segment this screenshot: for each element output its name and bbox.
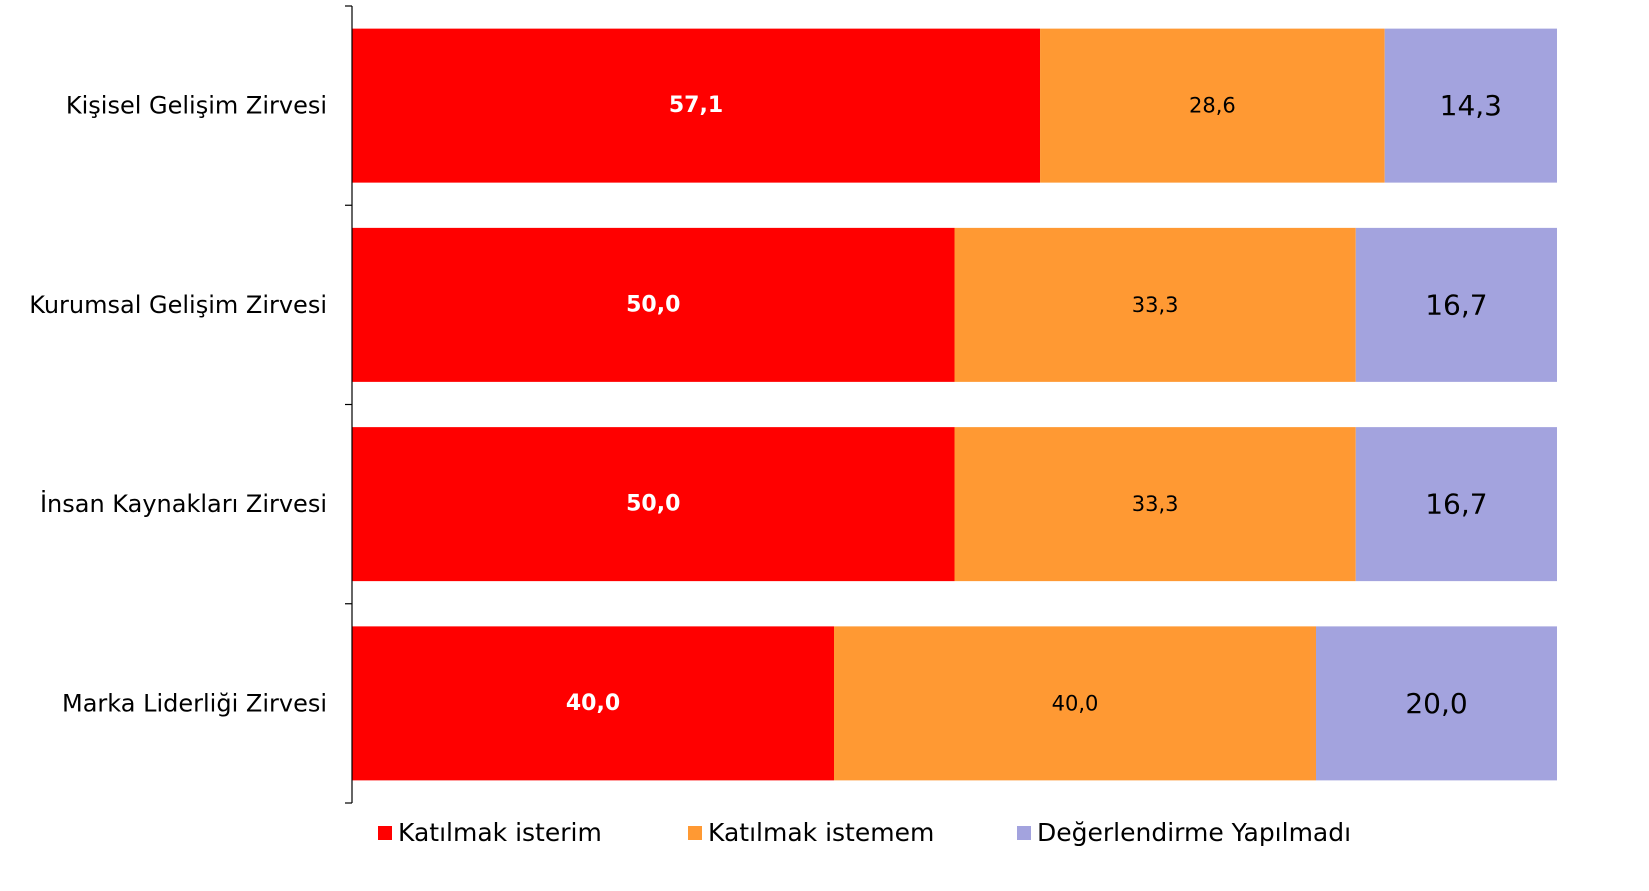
data-label: 40,0 xyxy=(1052,691,1099,715)
bar-3-row-4 xyxy=(1316,626,1557,781)
legend-item: Değerlendirme Yapılmadı xyxy=(1017,818,1351,848)
category-label: Marka Liderliği Zirvesi xyxy=(62,689,327,717)
bar-1-row-1 xyxy=(352,28,1041,183)
legend-item: Katılmak istemem xyxy=(688,818,934,848)
bar-3-row-3 xyxy=(1355,427,1557,582)
data-label: 50,0 xyxy=(626,292,680,317)
legend-swatch xyxy=(378,826,392,840)
legend-swatch xyxy=(1017,826,1031,840)
data-label: 14,3 xyxy=(1440,89,1502,122)
category-label: Kurumsal Gelişim Zirvesi xyxy=(29,291,327,319)
bar-2-row-1 xyxy=(1040,28,1385,183)
data-label: 20,0 xyxy=(1405,687,1467,720)
legend-label: Katılmak isterim xyxy=(398,818,602,847)
legend-label: Katılmak istemem xyxy=(708,818,935,847)
data-label: 33,3 xyxy=(1132,492,1179,516)
bar-1-row-3 xyxy=(352,427,955,582)
bar-1-row-4 xyxy=(352,626,834,781)
data-label: 40,0 xyxy=(566,691,620,716)
legend-label: Değerlendirme Yapılmadı xyxy=(1037,818,1352,847)
data-label: 28,6 xyxy=(1189,94,1236,118)
legend-item: Katılmak isterim xyxy=(378,818,602,848)
category-label: İnsan Kaynakları Zirvesi xyxy=(40,489,327,518)
data-label: 57,1 xyxy=(669,93,723,118)
bar-1-row-2 xyxy=(352,227,955,382)
data-label: 33,3 xyxy=(1132,293,1179,317)
data-label: 16,7 xyxy=(1425,488,1487,521)
data-label: 16,7 xyxy=(1425,288,1487,321)
bar-3-row-2 xyxy=(1355,227,1557,382)
bar-2-row-3 xyxy=(954,427,1356,582)
legend-swatch xyxy=(688,826,702,840)
data-label: 50,0 xyxy=(626,492,680,517)
bar-2-row-4 xyxy=(834,626,1316,781)
bar-3-row-1 xyxy=(1384,28,1557,183)
bar-2-row-2 xyxy=(954,227,1356,382)
category-label: Kişisel Gelişim Zirvesi xyxy=(66,92,327,120)
